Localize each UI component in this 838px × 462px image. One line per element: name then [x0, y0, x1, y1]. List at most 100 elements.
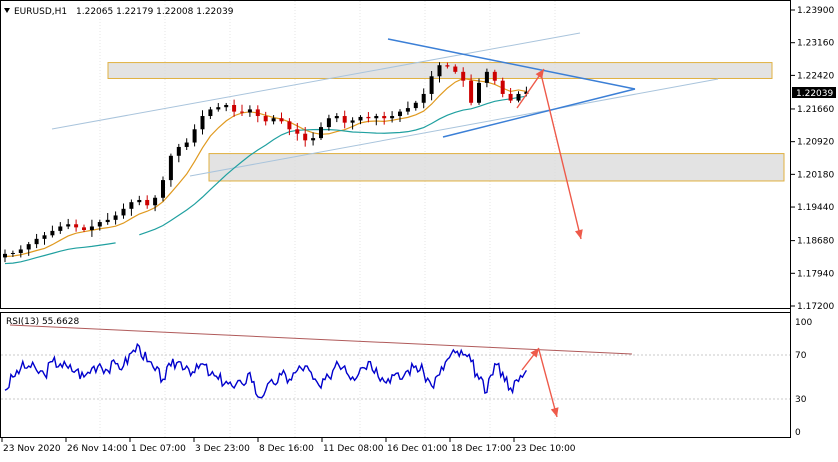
candle-body	[208, 109, 213, 117]
triangle-upper-line[interactable]	[387, 38, 636, 90]
candle-body	[398, 111, 402, 117]
candle-body	[184, 142, 189, 147]
rsi-axis: 100 70 30 0	[795, 318, 812, 438]
candle-body	[26, 244, 31, 250]
candle-body	[484, 71, 489, 83]
candle-body	[374, 116, 379, 119]
candle-body	[311, 138, 316, 141]
channel-lines[interactable]	[51, 32, 719, 177]
candle-body	[279, 118, 284, 122]
candle-body	[82, 227, 86, 231]
candle-body	[161, 180, 165, 198]
price-tick-label: 1.19440	[797, 203, 834, 213]
candle-body	[200, 116, 205, 130]
candle-body	[437, 65, 442, 77]
channel-upper-line[interactable]	[51, 32, 581, 130]
price-tick-label: 1.22420	[797, 71, 834, 81]
candle-body	[89, 226, 94, 231]
forecast-arrow-down-head	[574, 229, 583, 239]
price-tick-label: 1.23900	[797, 6, 834, 16]
triangle-down-icon[interactable]	[4, 8, 10, 13]
ma-slow-line	[4, 242, 116, 265]
candle-body	[358, 116, 363, 121]
candle-body	[137, 199, 142, 203]
candle-body	[382, 116, 387, 119]
price-tick-label: 1.21660	[797, 105, 834, 115]
ma-slow-line	[139, 95, 527, 236]
candle-body	[508, 93, 513, 101]
rsi-arrow-up-head	[530, 348, 539, 358]
candle-body	[192, 129, 197, 143]
candle-body	[271, 118, 276, 122]
candle-body	[145, 199, 150, 206]
time-tick-label: 16 Dec 01:00	[387, 444, 448, 454]
rsi-tick-label: 100	[795, 318, 812, 328]
candle-body	[287, 121, 292, 130]
candle-body	[168, 155, 173, 181]
rsi-arrow-down-head	[550, 407, 559, 417]
candle-body	[516, 93, 521, 101]
candle-body	[319, 127, 323, 139]
candle-body	[429, 76, 434, 94]
candle-body	[350, 120, 355, 123]
candle-body	[129, 202, 134, 209]
time-tick-label: 23 Nov 2020	[3, 444, 61, 454]
candle-body	[113, 215, 118, 220]
time-axis: 23 Nov 2020 26 Nov 14:00 1 Dec 07:00 3 Dec …	[1, 438, 576, 454]
candles	[3, 62, 529, 263]
time-tick-label: 11 Dec 08:00	[323, 444, 384, 454]
triangle-pattern[interactable]	[387, 38, 636, 138]
rsi-tick-label: 0	[795, 428, 801, 438]
candle-body	[524, 91, 529, 94]
price-tick-label: 1.20180	[797, 170, 834, 180]
candle-body	[295, 129, 300, 134]
current-price-tag	[792, 87, 836, 98]
rsi-arrow-up[interactable]	[521, 347, 540, 371]
rsi-levels	[1, 354, 790, 400]
time-tick-label: 23 Dec 10:00	[515, 444, 576, 454]
rsi-panel-frame	[0, 312, 791, 438]
candle-body	[263, 116, 268, 122]
price-tick-label: 1.17200	[797, 302, 834, 312]
support-zone[interactable]	[208, 153, 785, 182]
candle-body	[453, 66, 458, 72]
candle-body	[176, 146, 181, 156]
triangle-lower-line[interactable]	[442, 88, 636, 138]
channel-lower-line[interactable]	[189, 78, 719, 177]
candle-body	[445, 65, 450, 67]
time-tick-label: 18 Dec 17:00	[451, 444, 512, 454]
time-tick-label: 1 Dec 07:00	[131, 444, 186, 454]
candle-body	[66, 224, 71, 227]
price-tick-label: 1.20920	[797, 138, 834, 148]
candle-body	[303, 133, 308, 141]
rsi-trendline[interactable]	[9, 324, 633, 418]
candle-body	[216, 107, 221, 110]
symbol-label: EURUSD,H1	[14, 7, 67, 17]
forecast-arrows[interactable]	[516, 68, 583, 240]
ohlc-values: 1.22065 1.22179 1.22008 1.22039	[76, 7, 234, 17]
candle-body	[405, 108, 410, 112]
rsi-series	[4, 342, 527, 399]
candle-body	[121, 208, 126, 216]
rsi-trend-line[interactable]	[9, 324, 633, 355]
forecast-arrow-down[interactable]	[540, 73, 583, 240]
candle-body	[240, 111, 244, 113]
candle-body	[50, 230, 55, 236]
candle-body	[232, 104, 237, 112]
candle-body	[413, 102, 418, 109]
price-tick-label: 1.17940	[797, 269, 834, 279]
candle-body	[492, 71, 497, 81]
price-tick-label: 1.23160	[797, 39, 834, 49]
rsi-tick-label: 30	[795, 395, 807, 405]
rsi-arrow-down[interactable]	[538, 349, 559, 418]
candle-body	[97, 222, 102, 227]
forecast-arrow-down-shaft	[540, 73, 582, 240]
candle-body	[10, 252, 15, 254]
candle-body	[326, 118, 331, 128]
rsi-tick-label: 70	[795, 351, 807, 361]
candle-body	[477, 82, 481, 103]
candle-body	[390, 116, 395, 119]
candle-body	[247, 109, 252, 113]
